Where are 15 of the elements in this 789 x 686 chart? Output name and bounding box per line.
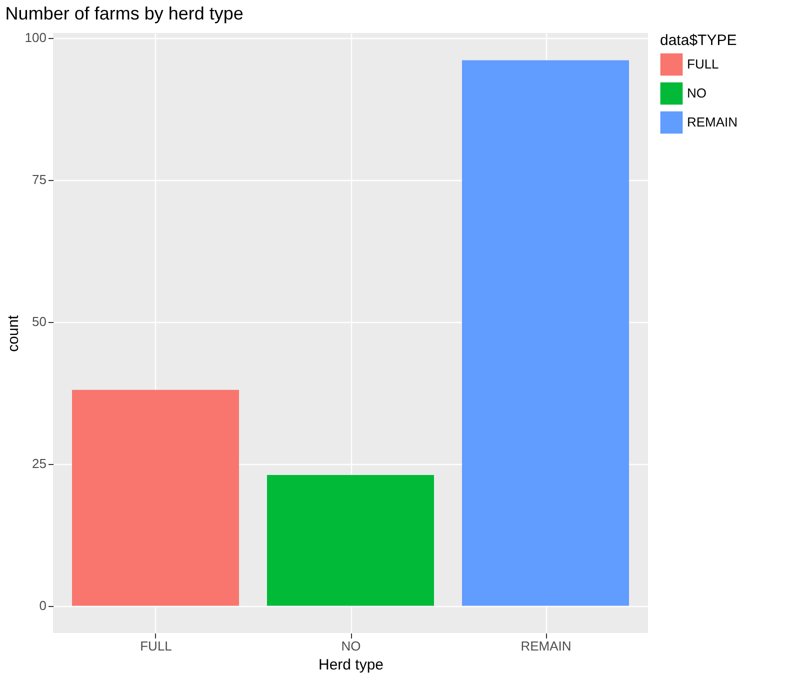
chart-title: Number of farms by herd type <box>5 4 244 24</box>
y-tick-label: 50 <box>32 314 46 330</box>
y-tick-label: 75 <box>32 172 46 188</box>
y-tick-label: 25 <box>32 456 46 472</box>
x-tick-label: NO <box>341 638 361 654</box>
legend-label: NO <box>687 86 706 100</box>
legend-label: FULL <box>687 56 719 72</box>
legend-title: data$TYPE <box>660 32 737 49</box>
x-tick-label: FULL <box>140 638 172 654</box>
x-axis-title: Herd type <box>318 656 384 674</box>
y-tick-label: 100 <box>24 30 46 46</box>
x-tick-label: REMAIN <box>520 638 572 654</box>
legend-label: REMAIN <box>687 114 738 130</box>
y-axis-title: count <box>4 314 22 352</box>
y-tick-label: 0 <box>39 598 46 614</box>
